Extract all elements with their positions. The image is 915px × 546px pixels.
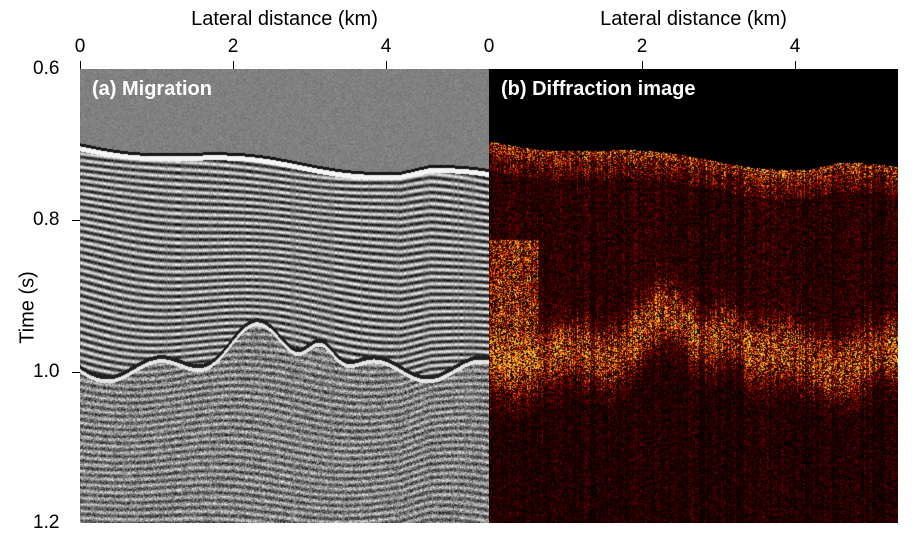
y-tickmark bbox=[72, 220, 80, 221]
y-axis-label: Time (s) bbox=[16, 271, 39, 344]
panel-title-b: (b) Diffraction image bbox=[501, 78, 696, 100]
y-tick-0.6: 0.6 bbox=[33, 58, 60, 79]
y-tick-0.8: 0.8 bbox=[33, 209, 60, 230]
panel-title-a: (a) Migration bbox=[92, 78, 212, 100]
x-tick-a-2: 2 bbox=[227, 36, 239, 57]
x-tickmark bbox=[233, 61, 234, 69]
x-tickmark bbox=[642, 61, 643, 69]
x-tickmark bbox=[80, 61, 81, 69]
x-tick-b-4: 4 bbox=[789, 36, 801, 57]
x-tick-a-4: 4 bbox=[380, 36, 392, 57]
x-tick-b-0: 0 bbox=[483, 36, 495, 57]
diffraction-image bbox=[489, 69, 898, 523]
y-tickmark bbox=[72, 372, 80, 373]
x-tick-a-0: 0 bbox=[74, 36, 86, 57]
x-tickmark bbox=[386, 61, 387, 69]
x-tickmark bbox=[795, 61, 796, 69]
x-axis-label-b: Lateral distance (km) bbox=[600, 8, 787, 30]
x-tick-b-2: 2 bbox=[636, 36, 648, 57]
x-axis-label-a: Lateral distance (km) bbox=[191, 8, 378, 30]
y-tick-1.0: 1.0 bbox=[33, 361, 60, 382]
y-tick-1.2: 1.2 bbox=[33, 512, 60, 533]
migration-image bbox=[80, 69, 489, 523]
